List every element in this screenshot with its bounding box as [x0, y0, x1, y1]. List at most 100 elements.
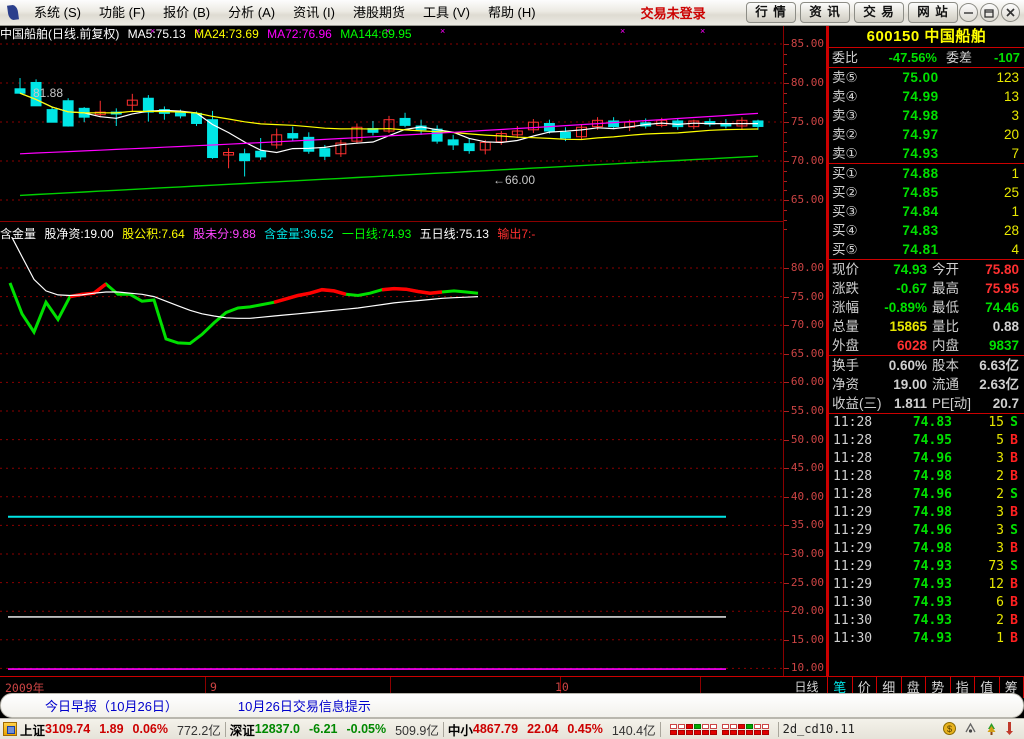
news-link-morning-report[interactable]: 今日早报（10月26日） [45, 699, 178, 714]
tick-row[interactable]: 11:29 74.96 3 S [829, 522, 1024, 540]
tick-volume: 1 [996, 631, 1004, 646]
module-button-news[interactable]: 资 讯 [800, 2, 850, 23]
stat-value-secondary: 2.63亿 [979, 377, 1019, 392]
stat-block-secondary: 换手 0.60% 股本 6.63亿 净资 19.00 流通 2.63亿 收益(三) 1.811 PE… [829, 356, 1024, 413]
tick-row[interactable]: 11:30 74.93 1 B [829, 630, 1024, 648]
module-button-quotes[interactable]: 行 情 [746, 2, 796, 23]
ask-row[interactable]: 卖⑤ 75.00 123 [829, 68, 1024, 87]
value-tick-label: 10.00 [790, 661, 824, 675]
menu-item-system[interactable]: 系统 (S) [34, 4, 81, 20]
stats-divider-mid [829, 355, 1024, 356]
menu-item-help[interactable]: 帮助 (H) [487, 4, 536, 20]
menu-item-tools[interactable]: 工具 (V) [422, 4, 470, 20]
menu-item-hk-futures[interactable]: 港股期货 [352, 4, 405, 20]
indicator-pane[interactable]: 含金量 股净资:19.00 股公积:7.64 股未分:9.88 含金量:36.5… [0, 227, 784, 676]
quote-tab-价[interactable]: 价 [853, 677, 877, 698]
tick-time: 11:28 [833, 415, 873, 430]
restore-icon[interactable] [980, 3, 999, 22]
tick-price: 74.93 [912, 559, 952, 574]
ask-price: 74.93 [902, 146, 939, 161]
quote-tab-细[interactable]: 细 [877, 677, 902, 698]
tree-icon[interactable] [984, 721, 999, 737]
menu-item-quote[interactable]: 报价 (B) [163, 4, 211, 20]
menu-bar: 系统 (S) 功能 (F) 报价 (B) 分析 (A) 资讯 (I) 港股期货 … [0, 0, 1024, 26]
weibi-value: -47.56% [888, 49, 937, 65]
tick-price: 74.98 [912, 469, 952, 484]
bid-volume: 4 [1011, 242, 1019, 257]
tick-row[interactable]: 11:29 74.93 12 B [829, 576, 1024, 594]
value-tick-label: 45.00 [790, 461, 824, 475]
pin-icon[interactable] [1005, 721, 1020, 737]
bid-row[interactable]: 买② 74.85 25 [829, 183, 1024, 202]
menu-item-analysis[interactable]: 分析 (A) [228, 4, 276, 20]
ask-row[interactable]: 卖① 74.93 7 [829, 144, 1024, 163]
bid-volume: 1 [1011, 166, 1019, 181]
tick-volume: 2 [996, 487, 1004, 502]
quote-tab-指[interactable]: 指 [951, 677, 975, 698]
news-link-trading-info[interactable]: 10月26日交易信息提示 [237, 699, 371, 714]
stat-value: -0.67 [896, 281, 927, 296]
bid-row[interactable]: 买① 74.88 1 [829, 164, 1024, 183]
svg-text:×: × [195, 26, 200, 36]
tick-direction: S [1010, 559, 1018, 574]
ask-row[interactable]: 卖② 74.97 20 [829, 125, 1024, 144]
index-amount: 772.2亿 [177, 723, 221, 738]
close-icon[interactable] [1001, 3, 1020, 22]
bid-row[interactable]: 买③ 74.84 1 [829, 202, 1024, 221]
tick-row[interactable]: 11:28 74.96 3 B [829, 450, 1024, 468]
quote-tab-值[interactable]: 值 [975, 677, 1000, 698]
minimize-icon[interactable] [959, 3, 978, 22]
tick-row[interactable]: 11:29 74.93 73 S [829, 558, 1024, 576]
period-tab-daily[interactable]: 日线 [786, 676, 828, 698]
tick-row[interactable]: 11:30 74.93 6 B [829, 594, 1024, 612]
module-button-trade[interactable]: 交 易 [854, 2, 904, 23]
svg-text:$: $ [947, 724, 952, 734]
svg-text:×: × [385, 26, 390, 36]
module-buttons: 行 情 资 讯 交 易 网 站 [746, 2, 958, 23]
value-tick-label: 25.00 [790, 575, 824, 589]
tick-trade-list[interactable]: 11:28 74.83 15 S 11:28 74.95 5 B 11:28 74.96 3 B 11:… [829, 414, 1024, 648]
tick-row[interactable]: 11:28 74.96 2 S [829, 486, 1024, 504]
menu-item-news[interactable]: 资讯 (I) [293, 4, 335, 20]
pane-divider-top [0, 221, 828, 222]
tick-volume: 73 [988, 559, 1004, 574]
ask-level: 卖② [832, 127, 858, 142]
tick-row[interactable]: 11:29 74.98 3 B [829, 504, 1024, 522]
quote-tab-盘[interactable]: 盘 [902, 677, 926, 698]
tick-row[interactable]: 11:30 74.93 2 B [829, 612, 1024, 630]
chart-area[interactable]: 中国船舶(日线.前复权) MA5:75.13 MA24:73.69 MA72:7… [0, 26, 828, 676]
stat-row: 涨跌 -0.67 最高 75.95 [829, 279, 1024, 298]
book-divider [829, 163, 1024, 164]
tick-row[interactable]: 11:28 74.98 2 B [829, 468, 1024, 486]
network-status-indicator[interactable] [669, 723, 769, 735]
value-tick-label: 60.00 [790, 375, 824, 389]
module-button-website[interactable]: 网 站 [908, 2, 958, 23]
bid-book[interactable]: 买① 74.88 1 买② 74.85 25 买③ 74.84 1 买④ 74.83 28 买⑤ 74.8… [829, 164, 1024, 259]
menu-item-function[interactable]: 功能 (F) [98, 4, 146, 20]
tick-row[interactable]: 11:28 74.83 15 S [829, 414, 1024, 432]
tick-direction: B [1010, 469, 1018, 484]
bid-row[interactable]: 买⑤ 74.81 4 [829, 240, 1024, 259]
quote-panel-tabs[interactable]: 笔价细盘势指值筹 [828, 676, 1024, 698]
app-tray-icon[interactable] [3, 722, 17, 736]
signal-icon[interactable] [963, 721, 978, 737]
tick-price: 74.98 [912, 541, 952, 556]
ask-row[interactable]: 卖③ 74.98 3 [829, 106, 1024, 125]
news-ticker-bar[interactable]: 今日早报（10月26日） 10月26日交易信息提示 [0, 693, 1024, 718]
stat-key-secondary: 股本 [932, 358, 959, 373]
tick-row[interactable]: 11:28 74.95 5 B [829, 432, 1024, 450]
candlestick-pane[interactable]: 中国船舶(日线.前复权) MA5:75.13 MA24:73.69 MA72:7… [0, 26, 784, 220]
ask-book[interactable]: 卖⑤ 75.00 123 卖④ 74.99 13 卖③ 74.98 3 卖② 74.97 20 卖① 74… [829, 68, 1024, 163]
tick-row[interactable]: 11:29 74.98 3 B [829, 540, 1024, 558]
index-value: 12837.0 [254, 722, 300, 736]
quote-tab-势[interactable]: 势 [926, 677, 951, 698]
tick-time: 11:30 [833, 595, 873, 610]
bid-row[interactable]: 买④ 74.83 28 [829, 221, 1024, 240]
quote-panel: 600150 中国船舶 委比 -47.56% 委差 -107 卖⑤ 75.00 12… [828, 26, 1024, 676]
index-value: 3109.74 [45, 722, 91, 736]
ask-price: 75.00 [902, 70, 939, 85]
ask-row[interactable]: 卖④ 74.99 13 [829, 87, 1024, 106]
quote-tab-笔[interactable]: 笔 [828, 677, 853, 698]
refresh-icon[interactable]: $ [942, 721, 957, 737]
date-axis: 2009年 9 10 [0, 676, 786, 699]
